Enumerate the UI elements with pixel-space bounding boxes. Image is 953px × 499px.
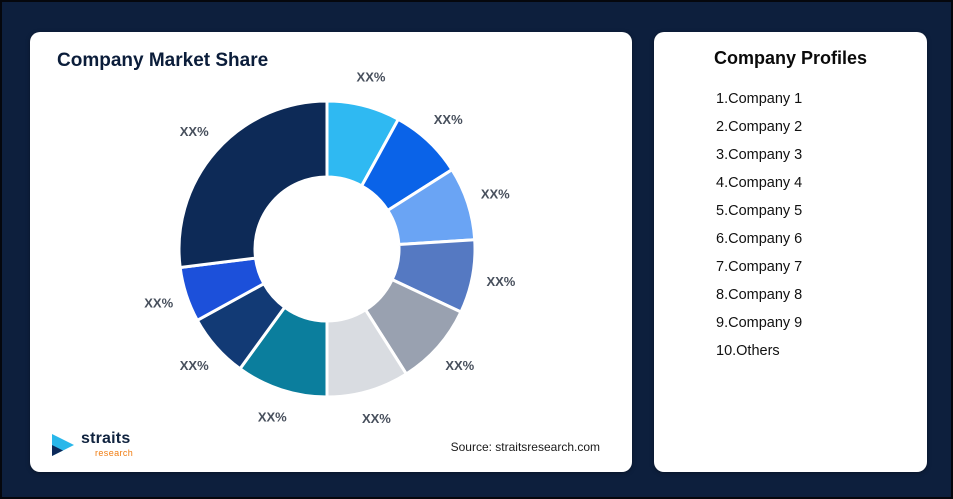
profiles-title: Company Profiles bbox=[713, 48, 868, 68]
slice-label-6: XX% bbox=[362, 411, 391, 426]
source-attribution: Source: straitsresearch.com bbox=[450, 440, 600, 454]
slice-label-5: XX% bbox=[445, 358, 474, 373]
profile-list-item-label: 9.Company 9 bbox=[716, 315, 803, 331]
straits-research-logo: straits research bbox=[50, 431, 133, 458]
profile-list-item-label: 6.Company 6 bbox=[716, 231, 803, 247]
profile-list-item-label: 5.Company 5 bbox=[716, 203, 803, 219]
profile-list-item-label: 2.Company 2 bbox=[716, 119, 803, 135]
slice-label-3: XX% bbox=[481, 186, 510, 201]
profile-list-item: 6.Company 6 bbox=[716, 225, 927, 253]
market-share-card: Company Market Share XX% XX% XX% XX% XX% XX% X… bbox=[30, 32, 632, 472]
slice-label-10: XX% bbox=[180, 124, 209, 139]
profile-list-item: 4.Company 4 bbox=[716, 169, 927, 197]
slice-label-7: XX% bbox=[258, 409, 287, 424]
slice-label-1: XX% bbox=[357, 70, 386, 85]
profile-list-item-label: 1.Company 1 bbox=[716, 91, 803, 107]
profile-list-item: 8.Company 8 bbox=[716, 281, 927, 309]
slice-label-2: XX% bbox=[434, 112, 463, 127]
profile-list-item: 1.Company 1 bbox=[716, 85, 927, 113]
company-profiles-card: Company Profiles 1.Company 1 2.Company 2… bbox=[654, 32, 927, 472]
straits-logo-icon bbox=[52, 433, 74, 456]
profile-list-item-label: 10.Others bbox=[716, 343, 780, 359]
profile-list-item: 3.Company 3 bbox=[716, 141, 927, 169]
donut-chart: XX% XX% XX% XX% XX% XX% XX% XX% XX% XX% bbox=[144, 70, 516, 426]
logo-text: straits research bbox=[81, 431, 133, 458]
profile-list-item-label: 4.Company 4 bbox=[716, 175, 803, 191]
chart-title: Company Market Share bbox=[57, 50, 269, 71]
logo-brand-text: straits bbox=[81, 430, 131, 447]
slice-label-8: XX% bbox=[180, 358, 209, 373]
profile-list-item-label: 7.Company 7 bbox=[716, 259, 803, 275]
profile-list-item-label: 3.Company 3 bbox=[716, 147, 803, 163]
donut-slice-10 bbox=[177, 99, 329, 270]
profile-list-item: 5.Company 5 bbox=[716, 197, 927, 225]
logo-sub-text: research bbox=[95, 448, 134, 458]
slice-label-4: XX% bbox=[486, 274, 515, 289]
profile-list-item: 9.Company 9 bbox=[716, 309, 927, 337]
slice-label-9: XX% bbox=[144, 296, 173, 311]
profile-list-item-label: 8.Company 8 bbox=[716, 287, 803, 303]
profile-list-item: 2.Company 2 bbox=[716, 113, 927, 141]
donut-chart-container: XX% XX% XX% XX% XX% XX% XX% XX% XX% XX% bbox=[97, 49, 557, 449]
profile-list-item: 7.Company 7 bbox=[716, 253, 927, 281]
profile-list-item: 10.Others bbox=[716, 337, 927, 365]
profiles-list: 1.Company 1 2.Company 2 3.Company 3 4.Co… bbox=[654, 85, 927, 365]
